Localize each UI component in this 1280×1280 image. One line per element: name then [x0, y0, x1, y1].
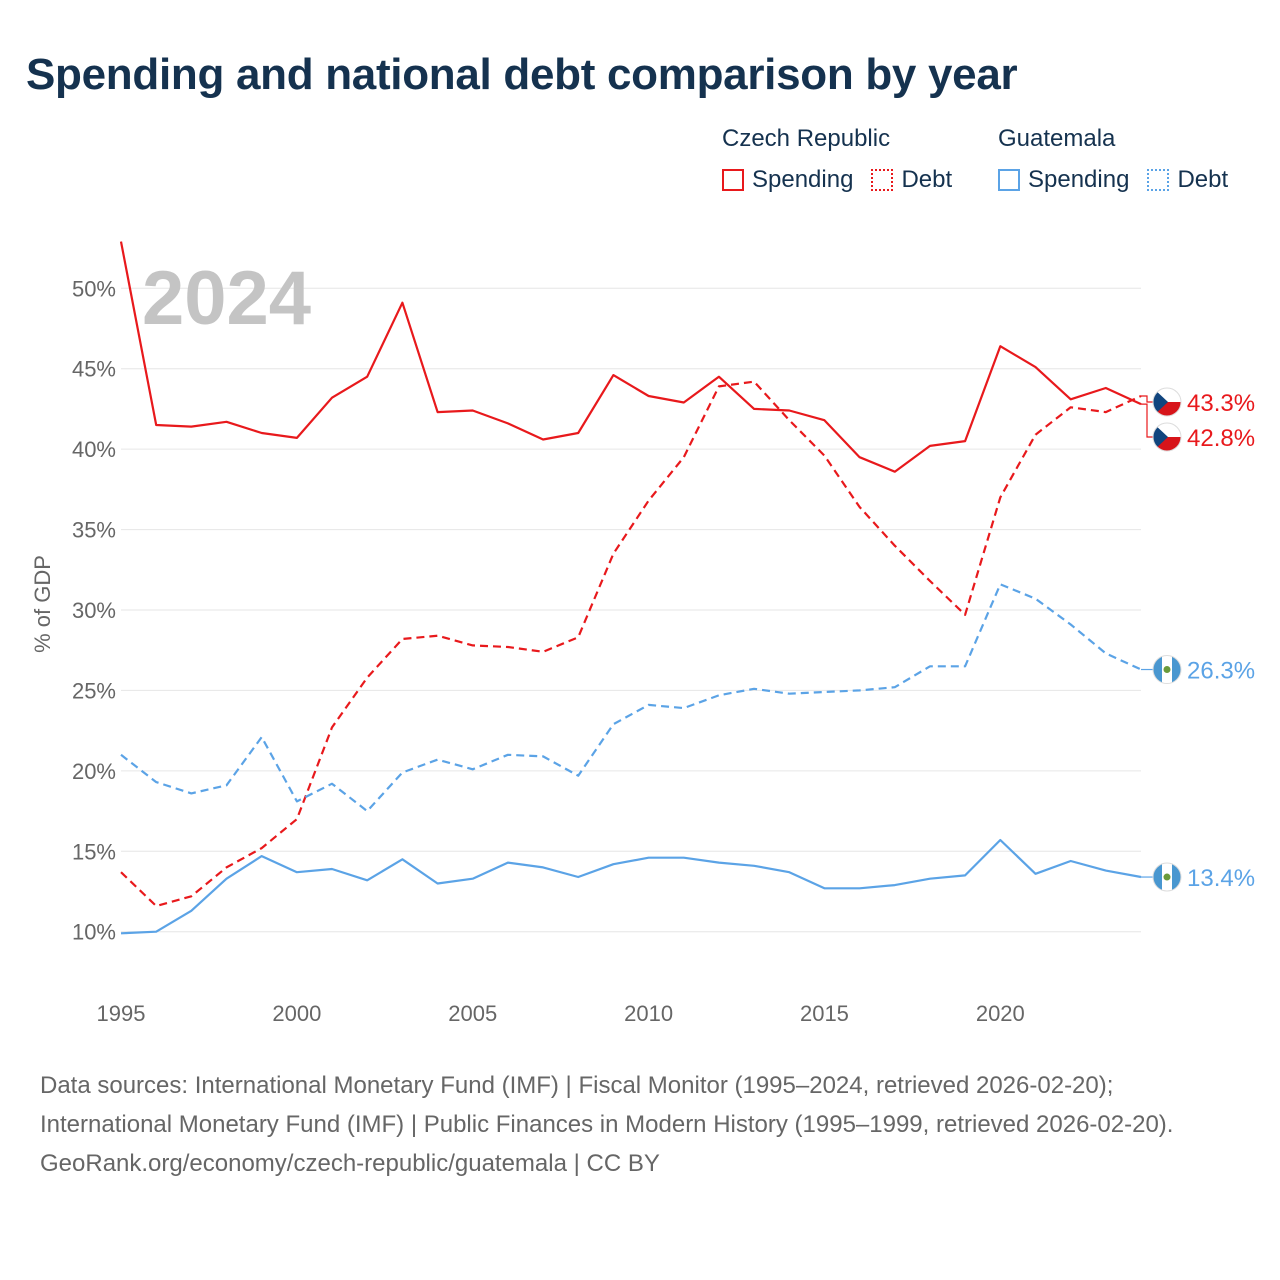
- flag-blue-left: [1153, 655, 1162, 684]
- series-line-czech-republic-spending: [119, 241, 1142, 473]
- x-tick-label: 2010: [624, 1001, 673, 1026]
- x-tick-label: 2005: [448, 1001, 497, 1026]
- y-tick-label: 25%: [72, 678, 116, 703]
- y-tick-label: 15%: [72, 839, 116, 864]
- flag-blue: [1153, 423, 1168, 451]
- flag-blue: [1153, 388, 1168, 416]
- y-tick-label: 35%: [72, 518, 116, 543]
- x-tick-label: 2020: [976, 1001, 1025, 1026]
- y-tick-label: 50%: [72, 276, 116, 301]
- flag-border: [1152, 862, 1182, 892]
- dotted-line-swatch: [871, 169, 894, 191]
- solid-line-swatch: [998, 169, 1020, 191]
- flag-body: [1153, 423, 1181, 451]
- legend-label: Spending: [1028, 166, 1130, 193]
- series-line-czech-republic-debt: [120, 380, 1142, 908]
- x-tick-label: 1995: [97, 1001, 146, 1026]
- flag-body: [1153, 863, 1181, 892]
- end-value-label: 26.3%: [1187, 658, 1255, 685]
- flag-blue-left: [1153, 863, 1162, 892]
- series-line-guatemala-spending: [120, 838, 1142, 935]
- y-tick-label: 10%: [72, 920, 116, 945]
- x-tick-label: 2015: [800, 1001, 849, 1026]
- czech-flag-icon: [1152, 387, 1182, 417]
- legend-item-guatemala-spending[interactable]: Spending: [998, 166, 1129, 194]
- flag-body: [1153, 388, 1181, 416]
- flag-blue-right: [1172, 655, 1181, 684]
- legend-label: Debt: [901, 166, 953, 193]
- x-tick-label: 2000: [272, 1001, 321, 1026]
- guatemala-flag-icon: [1152, 655, 1182, 685]
- flag-border: [1152, 387, 1182, 417]
- flag-emblem: [1163, 666, 1171, 674]
- legend-item-czech-debt[interactable]: Debt: [871, 166, 952, 194]
- label-connector: [1141, 403, 1153, 438]
- legend-country-czech: Czech Republic: [722, 125, 891, 152]
- end-value-label: 13.4%: [1187, 865, 1255, 892]
- y-tick-label: 45%: [72, 357, 116, 382]
- footer: Data sources: International Monetary Fun…: [40, 1066, 1240, 1183]
- legend-group-guatemala: Guatemala Spending Debt: [998, 124, 1246, 194]
- flag-emblem: [1163, 873, 1171, 881]
- label-connector: [1141, 395, 1153, 403]
- chart-title: Spending and national debt comparison by…: [26, 50, 1018, 99]
- legend-item-czech-spending[interactable]: Spending: [722, 166, 853, 194]
- flag-border: [1152, 655, 1182, 685]
- y-tick-label: 20%: [72, 759, 116, 784]
- series-line-guatemala-debt: [120, 583, 1142, 813]
- czech-flag-icon: [1152, 422, 1182, 452]
- end-value-label: 42.8%: [1187, 425, 1255, 452]
- end-value-label: 43.3%: [1187, 390, 1255, 417]
- flag-body: [1153, 655, 1181, 684]
- guatemala-flag-icon: [1152, 862, 1182, 892]
- y-axis-label: % of GDP: [30, 555, 55, 653]
- flag-blue-right: [1172, 863, 1181, 892]
- legend-item-guatemala-debt[interactable]: Debt: [1147, 166, 1228, 194]
- y-tick-label: 30%: [72, 598, 116, 623]
- data-sources-text: Data sources: International Monetary Fun…: [40, 1072, 1174, 1138]
- dotted-line-swatch: [1147, 169, 1170, 191]
- line-chart: 10% 15% 20% 25% 30% 35% 40% 45% 50% 1995 2000 2005 2…: [30, 241, 1255, 1026]
- attribution-text: GeoRank.org/economy/czech-republic/guate…: [40, 1150, 660, 1177]
- flag-border: [1152, 422, 1182, 452]
- y-tick-label: 40%: [72, 437, 116, 462]
- legend-label: Spending: [752, 166, 854, 193]
- legend-country-guatemala: Guatemala: [998, 125, 1116, 152]
- legend-group-czech: Czech Republic Spending Debt: [722, 124, 970, 194]
- year-watermark: 2024: [142, 256, 311, 341]
- legend-label: Debt: [1177, 166, 1229, 193]
- solid-line-swatch: [722, 169, 744, 191]
